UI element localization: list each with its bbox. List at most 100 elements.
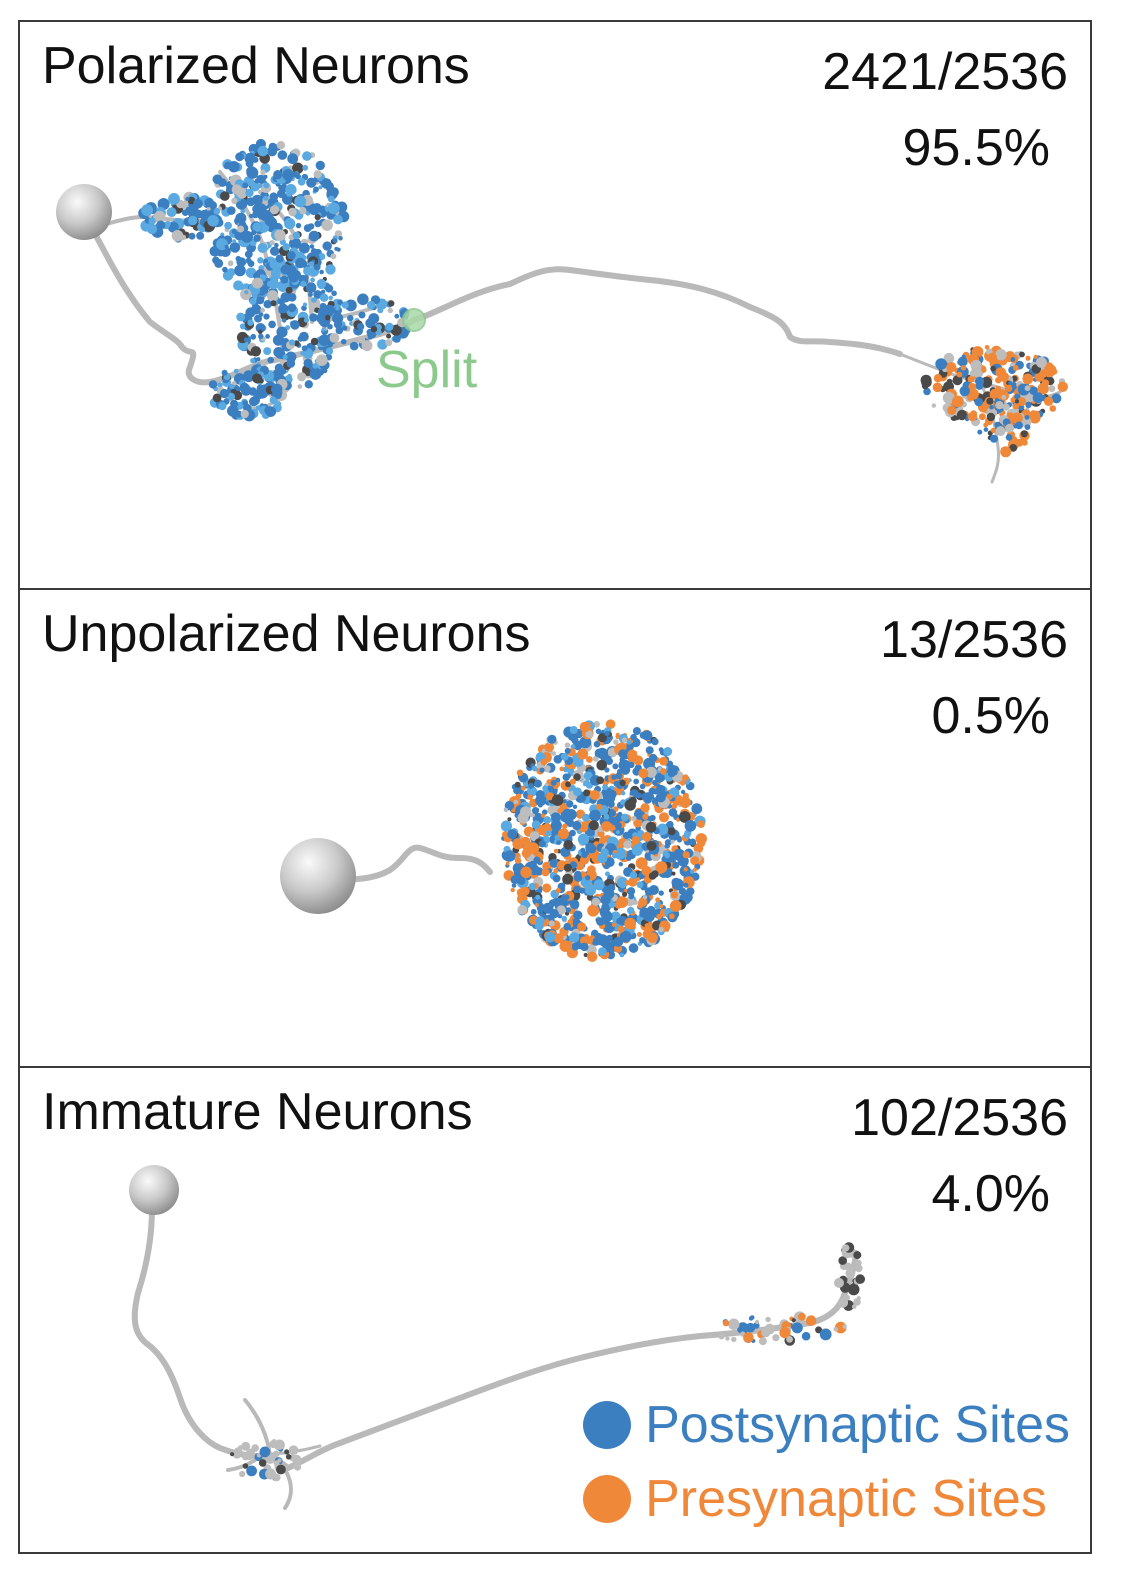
- synapse-site: [234, 264, 246, 277]
- synapse-site: [645, 766, 657, 778]
- synapse-site: [615, 772, 623, 780]
- synapse-site: [528, 782, 534, 789]
- synapse-site: [607, 883, 616, 892]
- synapse-site: [957, 356, 968, 367]
- synapse-site: [990, 434, 998, 443]
- synapse-site: [552, 874, 561, 883]
- synapse-site: [252, 222, 262, 232]
- synapse-site: [274, 242, 279, 248]
- synapse-site: [569, 932, 580, 943]
- synapse-site: [563, 813, 574, 823]
- synapse-site: [1010, 397, 1016, 403]
- synapse-site: [231, 197, 238, 204]
- synapse-site: [540, 758, 548, 766]
- synapse-site: [513, 787, 521, 795]
- synapse-site: [1043, 396, 1054, 406]
- synapse-site: [995, 401, 1004, 410]
- synapse-site: [967, 388, 979, 400]
- legend-item-postsynaptic: Postsynaptic Sites: [583, 1388, 1070, 1462]
- synapse-site: [595, 728, 602, 735]
- synapse-site: [500, 820, 512, 832]
- split-label: Split: [376, 341, 478, 399]
- synapse-site: [366, 301, 376, 310]
- panel-title: Immature Neurons: [42, 1083, 473, 1141]
- synapse-site: [272, 1450, 280, 1458]
- synapse-site: [583, 789, 591, 797]
- synapse-site: [188, 232, 196, 240]
- synapse-site: [608, 795, 616, 803]
- synapse-site: [539, 767, 545, 773]
- synapse-site: [269, 205, 280, 215]
- synapse-site: [1017, 397, 1027, 406]
- synapse-site: [244, 290, 249, 295]
- synapse-site: [265, 1468, 277, 1480]
- synapse-site: [1057, 381, 1069, 392]
- synapse-site: [297, 372, 307, 382]
- synapse-site: [270, 246, 280, 256]
- synapse-site: [146, 223, 158, 235]
- synapse-site: [256, 357, 261, 362]
- synapse-site: [357, 293, 369, 306]
- synapse-site: [610, 825, 616, 831]
- synapse-site: [285, 265, 297, 277]
- synapse-site: [561, 915, 567, 922]
- synapse-site: [593, 879, 605, 891]
- synapse-site: [231, 229, 237, 234]
- synapse-site: [682, 851, 690, 859]
- synapse-site: [237, 225, 245, 233]
- synapse-site: [276, 141, 286, 150]
- synapse-site: [838, 1256, 847, 1265]
- synapse-site: [303, 317, 310, 323]
- synapse-site: [565, 907, 571, 913]
- synapse-site: [319, 293, 329, 302]
- synapse-site: [341, 301, 349, 309]
- synapse-site: [602, 784, 609, 791]
- synapse-site: [1048, 385, 1056, 392]
- synapse-site: [995, 426, 1006, 437]
- synapse-site: [292, 231, 301, 240]
- synapse-site: [244, 250, 253, 259]
- synapse-site: [960, 365, 967, 371]
- synapse-site: [597, 853, 608, 864]
- synapse-site: [535, 894, 541, 900]
- synapse-site: [660, 768, 667, 775]
- synapse-site: [239, 323, 246, 330]
- synapse-site: [684, 820, 697, 832]
- synapse-site: [573, 910, 583, 920]
- synapse-site: [718, 1333, 725, 1340]
- synapse-site: [613, 780, 620, 787]
- synapse-site: [361, 340, 373, 352]
- synapse-site: [293, 1463, 302, 1471]
- synapse-site: [260, 307, 265, 313]
- synapse-site: [967, 411, 978, 422]
- synapse-site: [199, 226, 206, 233]
- panel-count: 13/2536: [880, 611, 1068, 669]
- synapse-site: [643, 795, 653, 804]
- synapse-site: [1049, 405, 1057, 412]
- panel-percent: 4.0%: [931, 1165, 1050, 1223]
- synapse-site: [605, 719, 616, 729]
- synapse-site: [853, 1251, 862, 1260]
- synapse-site: [592, 755, 599, 762]
- synapse-site: [555, 777, 561, 783]
- synapse-site: [1005, 423, 1014, 433]
- synapse-site: [1025, 401, 1032, 408]
- synapse-site: [257, 243, 268, 253]
- synapse-site: [338, 236, 343, 241]
- synapse-site: [258, 183, 263, 189]
- synapse-site: [600, 894, 611, 905]
- synapse-site: [204, 197, 214, 208]
- synapse-site: [505, 861, 510, 866]
- synapse-site: [329, 333, 340, 343]
- synapse-site: [289, 237, 301, 250]
- synapse-site: [271, 383, 283, 395]
- synapse-site: [322, 368, 328, 374]
- synapse-site: [240, 208, 246, 214]
- synapse-site: [250, 358, 256, 364]
- synapse-site: [309, 313, 318, 322]
- synapse-site: [267, 217, 278, 228]
- synapse-site: [268, 320, 276, 329]
- synapse-site: [327, 324, 333, 330]
- synapse-site: [1030, 410, 1037, 417]
- synapse-site: [290, 320, 300, 330]
